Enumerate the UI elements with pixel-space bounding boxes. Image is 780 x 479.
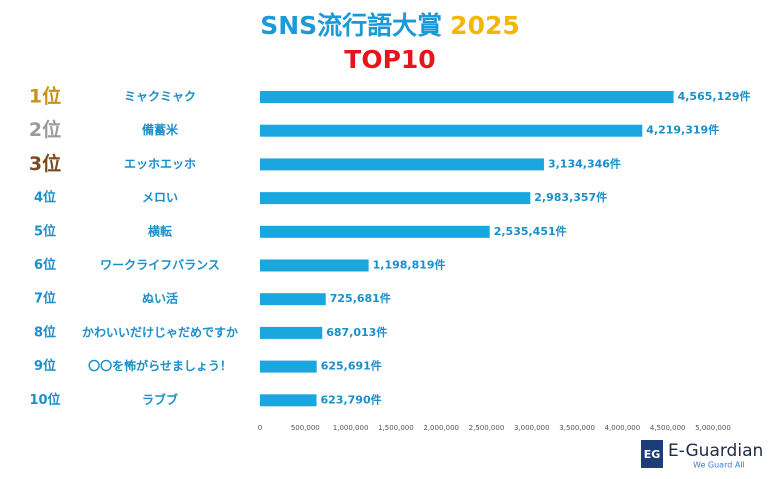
bar [260, 124, 643, 137]
rank-label: 6位 [34, 257, 56, 273]
x-tick-label: 500,000 [291, 424, 320, 432]
bar [260, 293, 326, 306]
bar [260, 158, 544, 171]
x-tick-label: 2,500,000 [469, 424, 505, 432]
category-label: 〇〇を怖がらせましょう！ [88, 358, 232, 373]
value-label: 687,013件 [326, 325, 387, 339]
rank-label: 5位 [34, 223, 56, 239]
x-tick-label: 0 [258, 424, 262, 432]
x-tick-label: 2,000,000 [423, 424, 459, 432]
rank-label: 1位 [29, 85, 61, 108]
logo-name: E-Guardian [668, 441, 763, 461]
value-label: 3,134,346件 [548, 156, 621, 170]
title-text: SNS流行語大賞 [260, 11, 442, 40]
value-label: 725,681件 [330, 291, 391, 305]
bar [260, 225, 490, 238]
bar [260, 91, 674, 103]
x-tick-label: 3,500,000 [559, 424, 595, 432]
value-label: 4,565,129件 [678, 89, 751, 103]
rank-label: 4位 [34, 190, 56, 206]
category-label: ぬい活 [142, 291, 178, 306]
title-year: 2025 [450, 11, 520, 40]
x-tick-label: 1,000,000 [333, 424, 369, 432]
x-tick-label: 3,000,000 [514, 424, 550, 432]
x-tick-label: 5,000,000 [695, 424, 731, 432]
value-label: 2,983,357件 [534, 190, 607, 204]
logo-tagline: We Guard All [693, 461, 745, 470]
category-label: メロい [142, 191, 178, 205]
logo-mark: EG [644, 448, 661, 461]
x-tick-label: 1,500,000 [378, 424, 414, 432]
rank-label: 9位 [34, 358, 56, 374]
bar [260, 259, 369, 272]
bar [260, 326, 323, 339]
value-label: 625,691件 [321, 359, 382, 373]
bar [260, 360, 317, 373]
bar [260, 394, 317, 407]
bar [260, 192, 531, 205]
value-label: 623,790件 [321, 392, 382, 406]
rank-label: 2位 [29, 118, 61, 141]
category-label: 横転 [148, 223, 172, 238]
chart-title: SNS流行語大賞 2025 [260, 11, 520, 40]
chart-subtitle: TOP10 [344, 45, 435, 74]
value-label: 4,219,319件 [646, 123, 719, 137]
x-tick-label: 4,000,000 [605, 424, 641, 432]
value-label: 1,198,819件 [373, 258, 446, 272]
category-label: ミャクミャク [124, 90, 196, 104]
rank-label: 8位 [34, 324, 56, 340]
category-label: ワークライフバランス [100, 258, 220, 272]
rank-label: 10位 [29, 392, 60, 408]
x-tick-label: 4,500,000 [650, 424, 686, 432]
category-label: 備蓄米 [142, 122, 179, 137]
logo-box [641, 440, 663, 468]
category-label: ラブブ [142, 392, 178, 407]
category-label: かわいいだけじゃだめですか [82, 325, 238, 339]
rank-label: 3位 [29, 152, 61, 175]
value-label: 2,535,451件 [494, 224, 567, 238]
rank-label: 7位 [34, 291, 56, 307]
category-label: エッホエッホ [124, 157, 196, 171]
